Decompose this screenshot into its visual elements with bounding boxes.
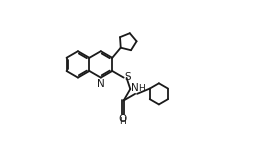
Text: N: N	[97, 79, 105, 89]
Text: H: H	[138, 84, 145, 93]
Text: H: H	[119, 117, 126, 126]
Text: N: N	[131, 83, 139, 93]
Text: S: S	[124, 72, 131, 82]
Text: O: O	[118, 114, 126, 124]
